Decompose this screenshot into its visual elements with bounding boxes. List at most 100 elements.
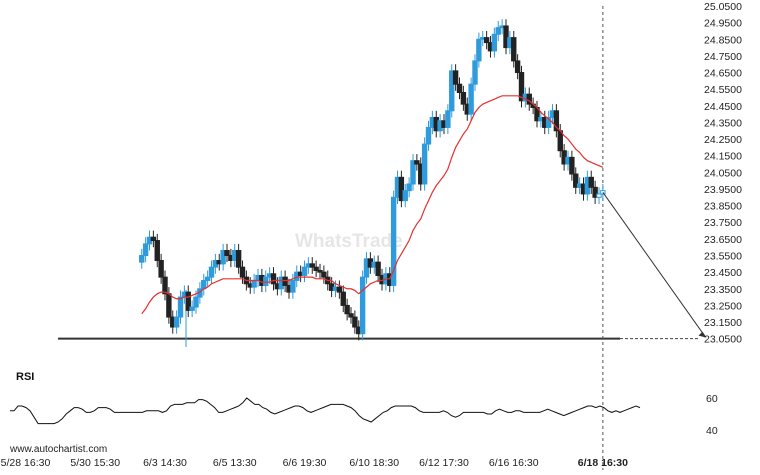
candle-body bbox=[344, 304, 350, 315]
candle-body bbox=[363, 258, 370, 278]
y-tick-label: 24.8500 bbox=[704, 34, 742, 46]
candle-body bbox=[336, 286, 343, 293]
candle-body bbox=[491, 33, 498, 52]
y-tick-label: 23.4500 bbox=[704, 267, 742, 279]
candle-body bbox=[573, 173, 579, 188]
candle-body bbox=[282, 276, 288, 286]
candle-body bbox=[340, 291, 346, 306]
x-tick-label: 6/10 18:30 bbox=[349, 457, 399, 469]
candle-body bbox=[352, 316, 358, 328]
candle-body bbox=[224, 250, 230, 257]
y-tick-label: 24.7500 bbox=[704, 51, 742, 63]
source-label: www.autochartist.com bbox=[9, 444, 107, 455]
candle-body bbox=[189, 306, 195, 311]
y-tick-label: 23.3500 bbox=[704, 284, 742, 296]
x-tick-label: 6/18 16:30 bbox=[578, 457, 628, 469]
candle-body bbox=[414, 160, 420, 165]
candle-body bbox=[313, 266, 319, 271]
candle-body bbox=[390, 196, 397, 286]
candle-body bbox=[309, 263, 315, 268]
candle-body bbox=[421, 143, 428, 185]
candle-body bbox=[596, 193, 602, 198]
candle-body bbox=[158, 260, 164, 278]
y-tick-label: 23.6500 bbox=[704, 234, 742, 246]
candle-body bbox=[263, 276, 269, 286]
y-tick-label: 23.9500 bbox=[704, 184, 742, 196]
candle-body bbox=[514, 60, 521, 74]
candle-body bbox=[588, 176, 594, 188]
candle-body bbox=[220, 250, 226, 265]
candle-body bbox=[173, 316, 180, 328]
candle-body bbox=[553, 110, 560, 132]
candle-body bbox=[406, 183, 412, 192]
candle-body bbox=[150, 236, 157, 242]
candle-body bbox=[208, 266, 215, 278]
y-tick-label: 23.7500 bbox=[704, 217, 742, 229]
candle-body bbox=[569, 156, 575, 175]
y-tick-label: 24.1500 bbox=[704, 151, 742, 163]
candle-body bbox=[600, 190, 606, 195]
candle-body bbox=[545, 116, 552, 128]
y-tick-label: 23.0500 bbox=[704, 334, 742, 346]
x-tick-label: 6/16 16:30 bbox=[489, 457, 539, 469]
y-tick-label: 24.4500 bbox=[704, 101, 742, 113]
candle-body bbox=[445, 110, 451, 128]
candle-body bbox=[410, 160, 416, 185]
candle-body bbox=[456, 83, 463, 93]
candle-body bbox=[193, 296, 199, 308]
rsi-line bbox=[10, 397, 641, 425]
candle-body bbox=[321, 271, 327, 278]
candle-body bbox=[375, 261, 381, 276]
candle-body bbox=[483, 37, 490, 44]
moving-average-line bbox=[141, 95, 604, 315]
forecast-arrow bbox=[602, 192, 705, 336]
y-tick-label: 24.9500 bbox=[704, 18, 742, 30]
x-tick-label: 5/28 16:30 bbox=[1, 457, 51, 469]
y-tick-label: 23.8500 bbox=[704, 201, 742, 213]
candle-body bbox=[270, 273, 277, 285]
candle-body bbox=[317, 269, 323, 273]
candle-body bbox=[468, 83, 474, 115]
candle-body bbox=[162, 276, 168, 295]
candle-body bbox=[301, 266, 308, 276]
candle-body bbox=[518, 72, 525, 102]
candle-body bbox=[166, 293, 172, 318]
candle-body bbox=[452, 70, 459, 85]
y-tick-label: 24.5500 bbox=[704, 84, 742, 96]
rsi-tick-label: 40 bbox=[706, 425, 718, 437]
x-tick-label: 5/30 15:30 bbox=[70, 457, 120, 469]
candle-body bbox=[402, 190, 408, 202]
y-tick-label: 23.2500 bbox=[704, 300, 742, 312]
y-tick-label: 24.3500 bbox=[704, 117, 742, 129]
candle-body bbox=[185, 291, 191, 311]
candle-body bbox=[526, 93, 532, 105]
candle-body bbox=[359, 276, 366, 335]
y-tick-label: 23.5500 bbox=[704, 251, 742, 263]
candle-body bbox=[503, 25, 509, 49]
y-tick-label: 24.2500 bbox=[704, 134, 742, 146]
candle-body bbox=[348, 313, 354, 318]
candle-body bbox=[235, 250, 242, 268]
y-tick-label: 25.0500 bbox=[704, 1, 742, 13]
x-tick-label: 6/3 14:30 bbox=[143, 457, 187, 469]
x-tick-label: 6/6 19:30 bbox=[283, 457, 327, 469]
candle-body bbox=[239, 266, 246, 278]
candle-body bbox=[476, 38, 482, 62]
chart-watermark: WhatsTrade bbox=[295, 231, 403, 252]
candle-body bbox=[251, 279, 257, 288]
candle-body bbox=[204, 276, 211, 281]
candle-body bbox=[290, 279, 296, 293]
y-tick-label: 24.0500 bbox=[704, 167, 742, 179]
rsi-label: RSI bbox=[16, 371, 34, 383]
candle-body bbox=[294, 271, 300, 281]
candle-body bbox=[154, 240, 160, 262]
forecast-arrowhead bbox=[698, 331, 707, 338]
candle-body bbox=[557, 130, 563, 152]
candle-body bbox=[177, 296, 184, 318]
rsi-tick-label: 60 bbox=[706, 393, 718, 405]
candle-body bbox=[425, 126, 432, 145]
candle-body bbox=[460, 91, 467, 105]
y-tick-label: 23.1500 bbox=[704, 317, 742, 329]
x-tick-label: 6/12 17:30 bbox=[419, 457, 469, 469]
candle-body bbox=[592, 186, 598, 198]
